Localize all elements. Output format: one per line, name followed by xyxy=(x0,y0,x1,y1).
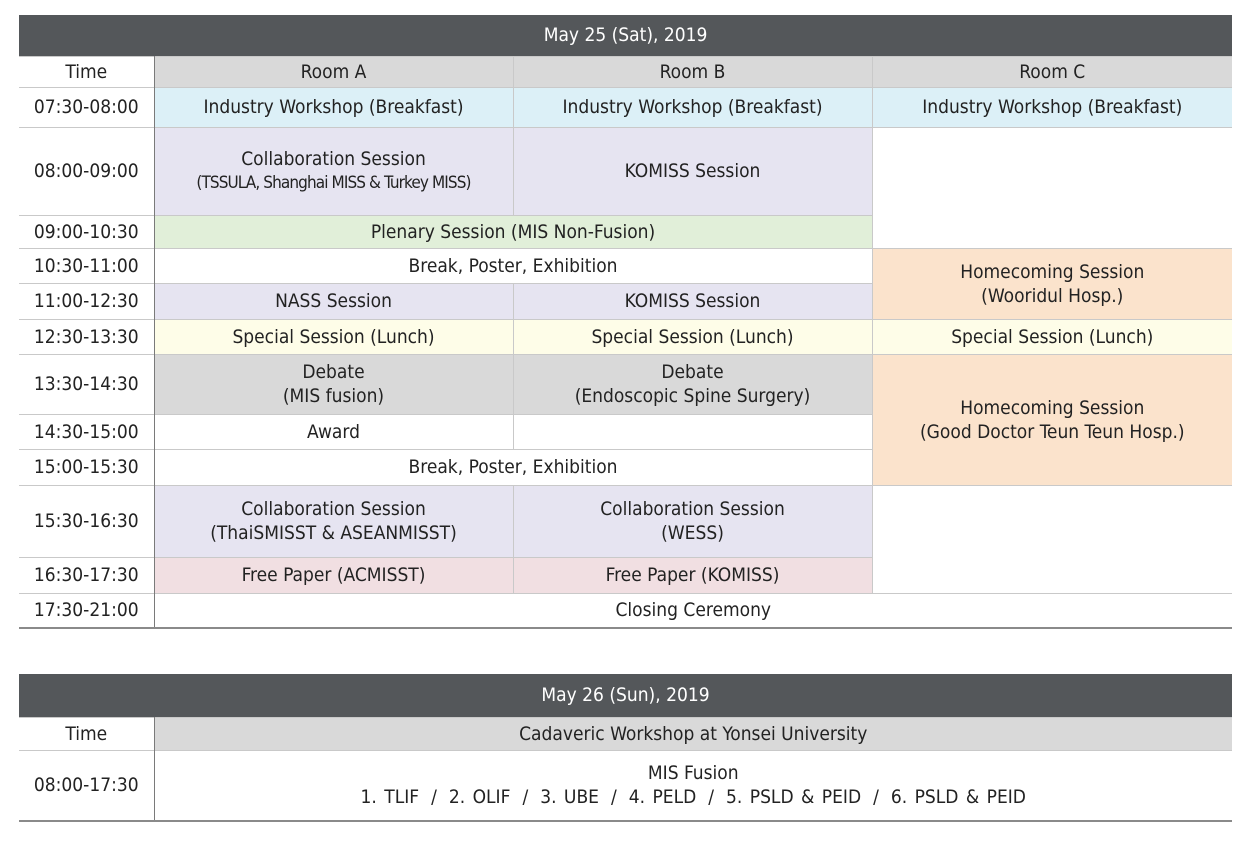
free-paper-room-b: Free Paper (KOMISS) xyxy=(512,556,872,593)
session-title: Homecoming Session xyxy=(960,396,1145,419)
session-subtitle: (TSSULA, Shanghai MISS & Turkey MISS) xyxy=(196,173,471,193)
time-column-header: Time xyxy=(19,716,155,750)
award-room-a: Award xyxy=(153,413,513,449)
break-poster-exhibition: Break, Poster, Exhibition xyxy=(153,448,872,485)
time-slot: 15:00-15:30 xyxy=(19,448,155,485)
empty-room-c xyxy=(871,484,1233,593)
room-a-header: Room A xyxy=(153,55,513,87)
empty-room-c xyxy=(871,126,1233,248)
session-subtitle: (WESS) xyxy=(661,522,724,544)
time-slot: 08:00-17:30 xyxy=(19,749,155,822)
time-slot: 07:30-08:00 xyxy=(19,86,155,127)
session-title: Collaboration Session xyxy=(241,498,426,520)
day2-schedule-table: May 26 (Sun), 2019 Time Cadaveric Worksh… xyxy=(19,674,1232,822)
day1-title: May 25 (Sat), 2019 xyxy=(19,15,1233,56)
break-poster-exhibition: Break, Poster, Exhibition xyxy=(153,247,872,283)
workshop-item: 3. UBE xyxy=(540,786,599,809)
komiss-session-room-b: KOMISS Session xyxy=(512,126,872,215)
collaboration-session-room-b: Collaboration Session (WESS) xyxy=(512,484,872,557)
time-slot: 14:30-15:00 xyxy=(19,413,155,449)
room-c-header: Room C xyxy=(871,55,1233,87)
time-slot: 11:00-12:30 xyxy=(19,282,155,319)
mis-fusion-cell: MIS Fusion 1. TLIF / 2. OLIF / 3. UBE / 4. PEL… xyxy=(153,749,1232,822)
separator: / xyxy=(873,786,879,809)
workshop-item: 5. PSLD & PEID xyxy=(726,786,862,809)
mis-fusion-title: MIS Fusion xyxy=(647,762,739,785)
debate-room-a: Debate (MIS fusion) xyxy=(153,353,513,414)
homecoming-session-wooridul: Homecoming Session (Wooridul Hosp.) xyxy=(871,247,1233,319)
free-paper-room-a: Free Paper (ACMISST) xyxy=(153,556,513,593)
time-slot: 17:30-21:00 xyxy=(19,592,155,629)
industry-workshop-room-b: Industry Workshop (Breakfast) xyxy=(512,86,872,127)
time-slot: 10:30-11:00 xyxy=(19,247,155,283)
workshop-item: 6. PSLD & PEID xyxy=(890,786,1026,809)
room-b-header: Room B xyxy=(512,55,872,87)
workshop-item: 2. OLIF xyxy=(448,786,511,809)
day1-schedule-table: May 25 (Sat), 2019 Time Room A Room B Ro… xyxy=(19,15,1233,629)
workshop-item: 4. PELD xyxy=(628,786,697,809)
closing-ceremony: Closing Ceremony xyxy=(153,592,1233,629)
nass-session-room-a: NASS Session xyxy=(153,282,513,319)
komiss-session-room-b: KOMISS Session xyxy=(512,282,872,319)
session-title: Debate xyxy=(302,361,365,383)
session-title: Collaboration Session xyxy=(241,148,426,170)
separator: / xyxy=(708,786,715,809)
time-slot: 13:30-14:30 xyxy=(19,353,155,414)
session-subtitle: (ThaiSMISST & ASEANMISST) xyxy=(210,522,457,544)
time-slot: 09:00-10:30 xyxy=(19,214,155,248)
homecoming-session-good-doctor: Homecoming Session (Good Doctor Teun Teu… xyxy=(871,353,1233,485)
separator: / xyxy=(610,786,617,809)
session-subtitle: (MIS fusion) xyxy=(282,385,385,407)
time-slot: 08:00-09:00 xyxy=(19,126,155,215)
workshop-item: 1. TLIF xyxy=(360,786,420,809)
separator: / xyxy=(522,786,529,809)
industry-workshop-room-a: Industry Workshop (Breakfast) xyxy=(153,86,513,127)
session-subtitle: (Wooridul Hosp.) xyxy=(981,284,1124,307)
session-subtitle: (Endoscopic Spine Surgery) xyxy=(574,385,811,407)
session-title: Homecoming Session xyxy=(960,260,1145,283)
separator: / xyxy=(431,786,437,809)
special-session-room-a: Special Session (Lunch) xyxy=(153,318,513,354)
session-subtitle: (Good Doctor Teun Teun Hosp.) xyxy=(919,420,1185,443)
time-slot: 12:30-13:30 xyxy=(19,318,155,354)
special-session-room-b: Special Session (Lunch) xyxy=(512,318,872,354)
plenary-session: Plenary Session (MIS Non-Fusion) xyxy=(153,214,872,248)
cadaveric-workshop-header: Cadaveric Workshop at Yonsei University xyxy=(153,716,1232,750)
session-title: Debate xyxy=(661,361,724,383)
empty-room-b xyxy=(512,413,872,449)
debate-room-b: Debate (Endoscopic Spine Surgery) xyxy=(512,353,872,414)
collaboration-session-room-a: Collaboration Session (TSSULA, Shanghai … xyxy=(153,126,513,215)
special-session-room-c: Special Session (Lunch) xyxy=(871,318,1233,354)
time-slot: 15:30-16:30 xyxy=(19,484,155,557)
industry-workshop-room-c: Industry Workshop (Breakfast) xyxy=(871,86,1233,127)
mis-fusion-items: 1. TLIF / 2. OLIF / 3. UBE / 4. PELD / 5. PSLD &… xyxy=(155,785,1232,809)
day2-title: May 26 (Sun), 2019 xyxy=(19,674,1232,717)
collaboration-session-room-a: Collaboration Session (ThaiSMISST & ASEA… xyxy=(153,484,513,557)
session-title: Collaboration Session xyxy=(600,498,785,520)
time-column-header: Time xyxy=(19,55,155,87)
time-slot: 16:30-17:30 xyxy=(19,556,155,593)
